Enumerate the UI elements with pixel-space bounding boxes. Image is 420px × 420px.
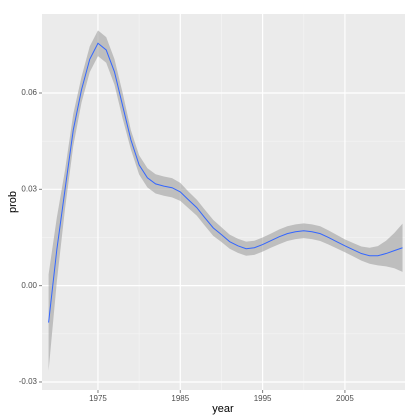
x-axis-title: year — [212, 403, 234, 415]
y-tick-label: 0.03 — [21, 184, 37, 193]
x-tick-label: 1975 — [89, 394, 107, 403]
line — [48, 42, 403, 323]
y-tick-label: 0.00 — [21, 281, 37, 290]
x-tick-label: 1995 — [254, 394, 272, 403]
x-tick-label: 2005 — [336, 394, 354, 403]
x-tick-label: 1985 — [171, 394, 189, 403]
y-tick-label: 0.06 — [21, 88, 37, 97]
y-tick-label: -0.03 — [19, 377, 38, 386]
y-axis-title: prob — [7, 191, 19, 213]
